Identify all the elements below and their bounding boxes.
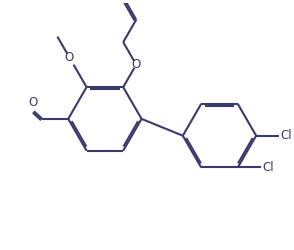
Text: Cl: Cl xyxy=(262,161,274,174)
Text: O: O xyxy=(132,58,141,71)
Text: O: O xyxy=(65,51,74,64)
Text: Cl: Cl xyxy=(280,129,292,142)
Text: O: O xyxy=(29,96,38,109)
